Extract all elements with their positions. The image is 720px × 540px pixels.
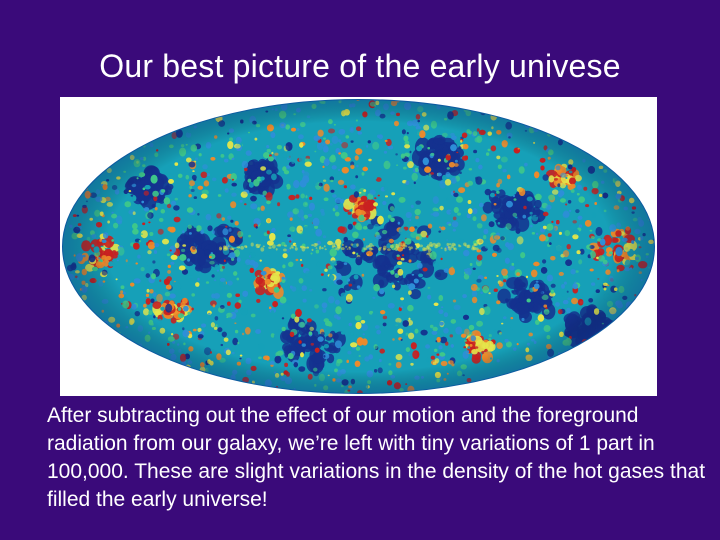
cmb-sky-map-image [60, 97, 657, 396]
sky-rim [62, 99, 655, 394]
sky-outline [62, 99, 655, 394]
sky-ellipse [62, 99, 655, 394]
slide-title: Our best picture of the early univese [99, 48, 621, 84]
slide-caption: After subtracting out the effect of our … [47, 404, 706, 511]
cmb-sky-map-svg [60, 97, 657, 396]
